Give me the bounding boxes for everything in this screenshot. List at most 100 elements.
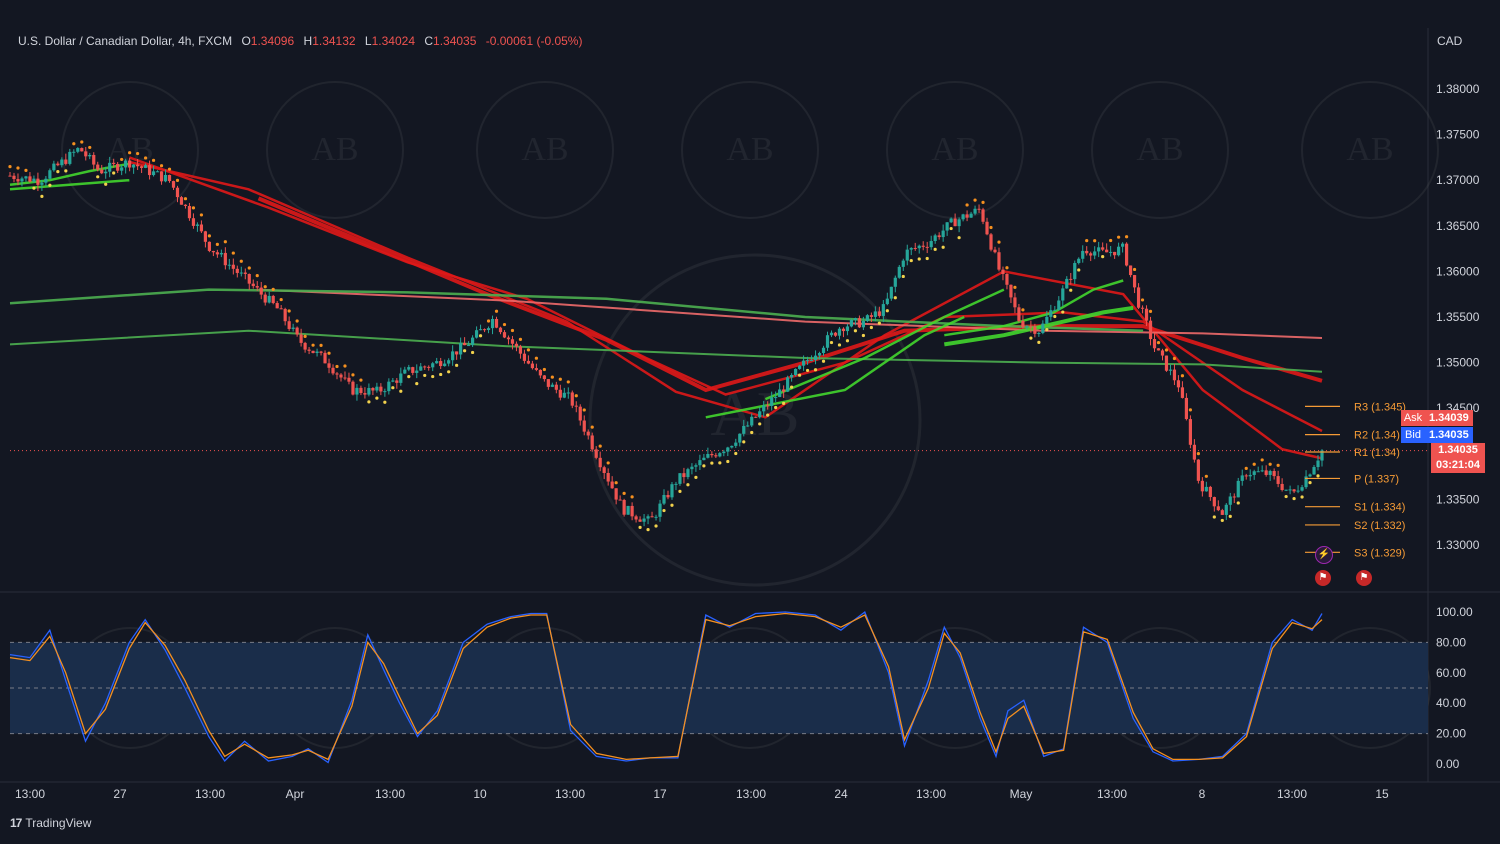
candle-body: [694, 465, 698, 467]
psar-dot: [582, 408, 586, 412]
time-tick-label: 17: [653, 787, 667, 801]
psar-dot: [845, 339, 850, 343]
psar-dot: [758, 422, 762, 426]
candle-body: [1081, 250, 1085, 259]
candle-body: [16, 179, 20, 182]
psar-dot: [813, 368, 818, 372]
candle-body: [658, 503, 662, 517]
candle-body: [877, 311, 881, 316]
candle-body: [211, 250, 215, 253]
psar-dot: [159, 164, 164, 168]
candle-body: [594, 449, 598, 458]
psar-dot: [1101, 254, 1105, 259]
candle-body: [913, 247, 917, 249]
psar-dot: [1085, 239, 1089, 243]
ema-line: [129, 160, 1323, 460]
us-flag-icon[interactable]: ⚑: [1356, 570, 1372, 586]
psar-dot: [885, 309, 889, 313]
psar-dot: [598, 444, 602, 448]
psar-dot: [415, 382, 419, 386]
psar-dot: [949, 226, 953, 231]
psar-dot: [1156, 341, 1161, 345]
candle-body: [1196, 459, 1200, 481]
psar-dot: [710, 461, 714, 465]
candle-body: [367, 387, 371, 395]
psar-dot: [941, 245, 945, 249]
candle-body: [147, 165, 152, 176]
candle-body: [1160, 350, 1165, 356]
candle-body: [790, 374, 794, 378]
candle-body: [1073, 263, 1077, 280]
candle-body: [981, 209, 985, 222]
candle-body: [1132, 275, 1137, 288]
watermark-emblem: [681, 81, 819, 219]
candle-body: [825, 335, 830, 348]
candle-body: [873, 311, 877, 317]
candle-body: [24, 176, 28, 179]
candle-body: [60, 159, 64, 166]
time-tick-label: 10: [473, 787, 487, 801]
candle-body: [40, 182, 44, 185]
candle-body: [754, 416, 758, 418]
candle-body: [1041, 323, 1045, 334]
stochastic-tick-label: 20.00: [1436, 727, 1466, 741]
psar-dot: [40, 194, 44, 199]
psar-dot: [136, 151, 140, 156]
psar-dot: [790, 385, 794, 389]
psar-dot: [183, 197, 188, 201]
candle-body: [96, 164, 100, 170]
psar-dot: [494, 309, 499, 313]
psar-dot: [590, 425, 594, 429]
candle-body: [1101, 247, 1105, 250]
candle-body: [786, 377, 790, 392]
candle-body: [861, 320, 865, 328]
candle-body: [128, 160, 132, 168]
psar-dot: [566, 380, 570, 384]
candle-body: [797, 365, 802, 369]
psar-dot: [1228, 514, 1232, 518]
us-flag-icon[interactable]: ⚑: [1315, 570, 1331, 586]
psar-dot: [718, 461, 722, 465]
candle-body: [411, 367, 415, 373]
psar-dot: [1292, 496, 1296, 501]
watermark-emblem-glyph: AB: [1136, 131, 1183, 168]
candle-body: [558, 389, 562, 398]
psar-dot: [1316, 474, 1320, 478]
tradingview-logo[interactable]: 17 TradingView: [10, 816, 91, 830]
candle-body: [670, 484, 674, 498]
candle-body: [989, 234, 993, 250]
candle-body: [227, 264, 231, 266]
candle-body: [8, 175, 12, 177]
candle-body: [742, 425, 746, 434]
candle-body: [562, 392, 566, 398]
psar-dot: [1188, 408, 1193, 412]
stochastic-d-line: [9, 612, 1323, 761]
last-price-value: 1.34035: [1438, 444, 1478, 456]
time-tick-label: 24: [834, 787, 848, 801]
psar-dot: [223, 240, 227, 244]
candle-body: [1077, 258, 1081, 264]
candle-body: [1033, 326, 1037, 334]
candle-body: [235, 268, 239, 273]
candle-body: [698, 460, 702, 466]
stochastic-tick-label: 100.00: [1436, 605, 1473, 619]
candle-body: [427, 366, 431, 368]
candle-body: [187, 205, 192, 219]
candle-body: [678, 473, 682, 484]
candle-body: [1244, 475, 1248, 477]
psar-dot: [957, 236, 961, 240]
psar-dot: [630, 495, 634, 499]
psar-dot: [1180, 374, 1185, 378]
stochastic-tick-label: 60.00: [1436, 666, 1466, 680]
candle-body: [993, 249, 997, 253]
candle-body: [84, 151, 88, 157]
psar-dot: [96, 175, 100, 179]
candle-body: [1093, 251, 1097, 256]
candle-body: [36, 178, 40, 185]
candle-body: [1005, 273, 1009, 285]
psar-dot: [56, 170, 60, 174]
flash-icon[interactable]: ⚡: [1315, 546, 1333, 564]
psar-dot: [726, 459, 730, 464]
